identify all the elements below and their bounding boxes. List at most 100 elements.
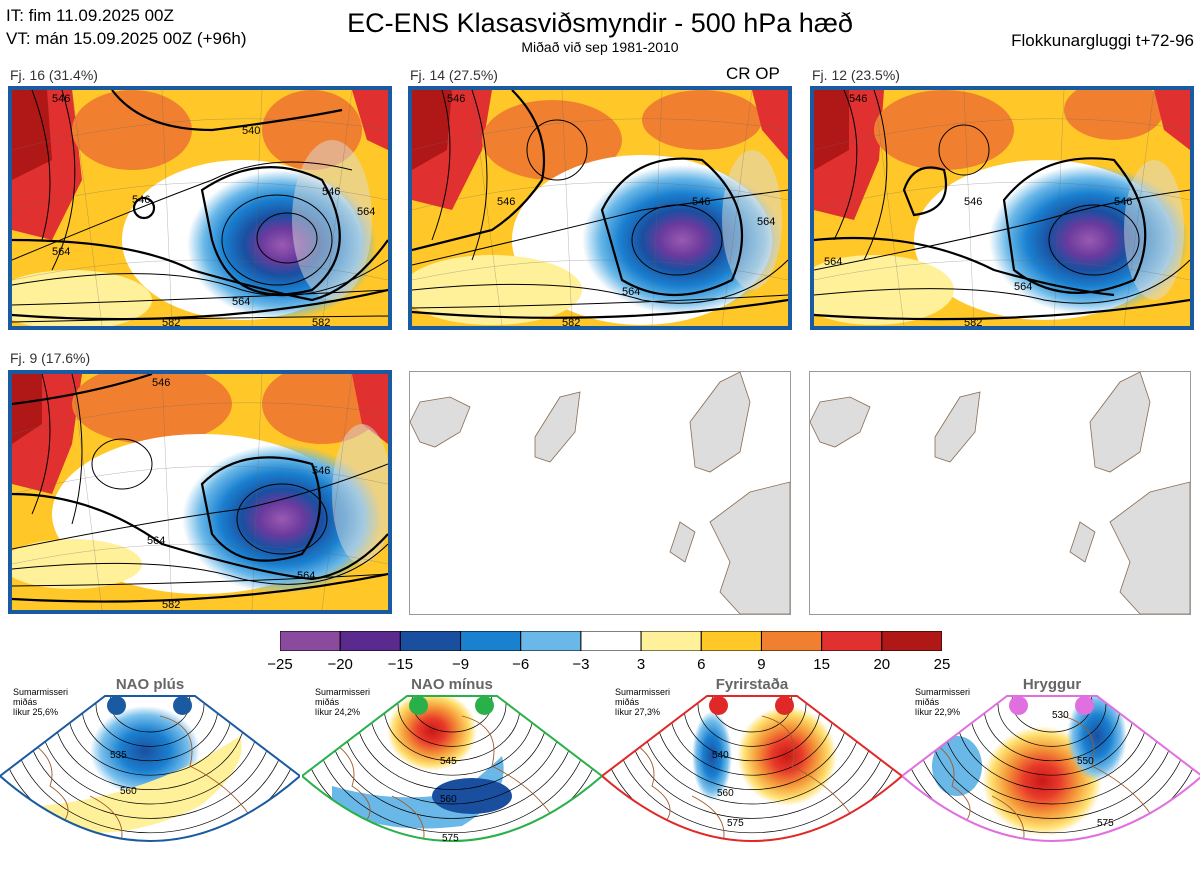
regime-contour-label: 530 [1052,710,1069,721]
colorbar-segment [339,631,401,651]
header-dates: IT: fim 11.09.2025 00Z VT: mán 15.09.202… [6,4,247,50]
regime-contour-label: 575 [727,818,744,829]
colorbar-segment [640,631,702,651]
control-run-tag: CR OP [726,64,780,83]
regime-panel: 540 560 575 Sumarmisseri miðás líkur 27,3% Fyr… [602,676,902,871]
page-subtitle: Miðað við sep 1981-2010 [521,39,679,55]
colorbar-tick-label: 3 [636,656,646,673]
regime-marker-dot [107,696,126,715]
colorbar-tick-label: 25 [933,656,951,673]
contour-label: 564 [622,286,640,298]
contour-label: 546 [152,377,170,389]
regime-title: Fyrirstaða [715,676,789,693]
regime-detail: miðás [13,697,38,707]
colorbar-tick-label: 15 [813,656,830,673]
colorbar-tick-label: −15 [387,656,414,673]
regime-contour-label: 575 [442,833,459,844]
cluster-map-1: 546 546 540 546 564 564 564 582 582 [8,86,392,330]
regime-info: Sumarmisseri miðás líkur 22,9% [915,687,970,717]
panel-label-4: Fj. 9 (17.6%) [10,350,91,366]
contour-label: 582 [292,609,310,610]
contour-label: 546 [497,196,515,208]
regime-panel: 545 560 575 Sumarmisseri miðás líkur 24,2% NAO… [302,676,602,871]
regime-marker-dot [1075,696,1094,715]
colorbar-tick-label: −3 [572,656,590,673]
colorbar-tick-label: −20 [327,656,353,673]
regime-info: Sumarmisseri miðás líkur 25,6% [13,687,68,717]
colorbar-segment [460,631,522,651]
contour-label: 582 [162,317,180,326]
panel-label-2: Fj. 14 (27.5%) [410,67,498,83]
contour-label: 546 [964,196,982,208]
cluster-map-2: 546 546 546 564 564 582 582 [408,86,792,330]
empty-map-5 [409,371,791,615]
regime-marker-dot [709,696,728,715]
regime-info: Sumarmisseri miðás líkur 27,3% [615,687,670,717]
contour-label: 582 [162,599,180,610]
contour-label: 582 [707,325,725,326]
contour-label: 546 [52,93,70,105]
regime-season: Sumarmisseri [615,687,671,697]
colorbar-segment [399,631,462,651]
regime-contour-label: 540 [712,750,729,761]
contour-label: 546 [849,93,867,105]
panel-label-3: Fj. 12 (23.5%) [812,67,900,83]
regime-marker-dot [1009,696,1028,715]
colorbar-segment [580,631,642,651]
contour-label: 582 [964,317,982,326]
colorbar-tick-label: 20 [873,656,891,673]
empty-map-6 [809,371,1191,615]
regime-probability: líkur 24,2% [315,707,361,717]
colorbar-segment [280,631,341,651]
regime-probability: líkur 22,9% [915,707,961,717]
contour-label: 546 [132,194,150,206]
regime-detail: miðás [615,697,640,707]
contour-label: 564 [757,216,775,228]
regime-season: Sumarmisseri [13,687,69,697]
panel-label-1: Fj. 16 (31.4%) [10,67,98,83]
contour-label: 564 [297,570,315,582]
colorbar-tick-label: 6 [697,656,706,673]
contour-label: 546 [312,465,330,477]
regime-contour-label: 560 [440,794,457,805]
contour-label: 546 [1114,196,1132,208]
valid-time: VT: mán 15.09.2025 00Z (+96h) [6,29,247,48]
regime-probability: líkur 25,6% [13,707,59,717]
regime-contour-label: 550 [1077,756,1094,767]
contour-label: 582 [562,317,580,326]
colorbar-tick-label: −25 [267,656,293,673]
regime-marker-dot [475,696,494,715]
contour-label: 564 [357,206,375,218]
colorbar-tick-label: 9 [757,656,766,673]
regime-title: NAO mínus [411,676,493,693]
regime-detail: miðás [915,697,940,707]
page-title: EC-ENS Klasasviðsmyndir - 500 hPa hæð [347,8,853,38]
regime-contour-label: 545 [440,756,457,767]
colorbar-segment [700,631,762,651]
regime-contour-label: 560 [120,786,137,797]
contour-label: 546 [322,186,340,198]
contour-label: 582 [1109,325,1127,326]
colorbar-segment [821,631,883,651]
colorbar-segment [760,631,823,651]
regime-marker-dot [409,696,428,715]
colorbar-tick-label: −9 [451,656,470,673]
issue-time: IT: fim 11.09.2025 00Z [6,6,174,25]
regime-marker-dot [775,696,794,715]
regime-marker-dot [173,696,192,715]
regime-contour-label: 560 [717,788,734,799]
contour-label: 582 [312,317,330,326]
classification-window: Flokkunargluggi t+72-96 [1011,31,1194,50]
contour-label: 546 [692,196,710,208]
colorbar [280,631,942,651]
contour-label: 564 [52,246,70,258]
regime-season: Sumarmisseri [315,687,371,697]
regime-contour-label: 575 [1097,818,1114,829]
cluster-map-4: 546 546 564 564 582 582 [8,370,392,614]
regime-detail: miðás [315,697,340,707]
regime-panel: 530 550 575 Sumarmisseri miðás líkur 22,9% Hry… [902,676,1200,871]
regime-probability: líkur 27,3% [615,707,661,717]
contour-label: 564 [147,535,165,547]
regime-contour-label: 535 [110,750,127,761]
contour-label: 540 [242,125,260,137]
